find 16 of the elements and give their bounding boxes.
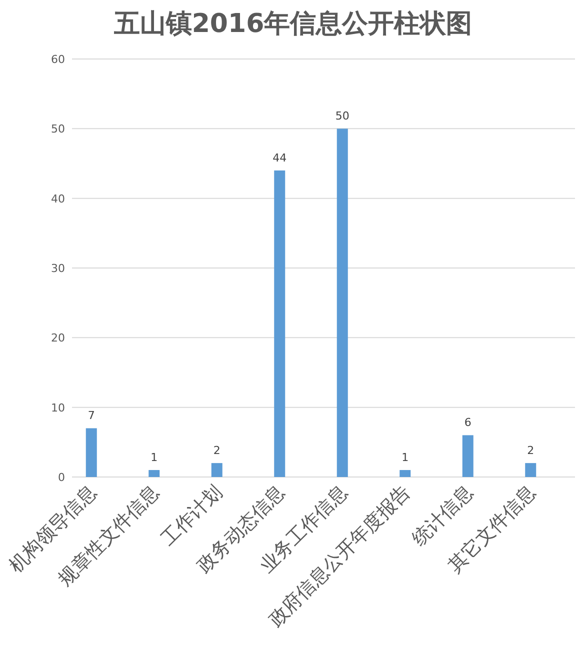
y-tick-label: 30 xyxy=(51,262,65,275)
data-label: 6 xyxy=(464,416,472,430)
y-tick-label: 10 xyxy=(51,401,65,414)
data-label: 2 xyxy=(213,444,220,458)
data-label: 7 xyxy=(88,409,95,422)
y-tick-label: 60 xyxy=(51,53,65,66)
data-label: 1 xyxy=(150,451,158,464)
data-label: 50 xyxy=(335,110,350,123)
y-tick-label: 50 xyxy=(51,122,65,136)
y-tick-label: 40 xyxy=(51,192,65,206)
data-label: 1 xyxy=(402,451,409,464)
data-label: 44 xyxy=(272,151,287,164)
title: 五山镇2016年信息公开柱状图 xyxy=(114,9,472,39)
y-tick-label: 20 xyxy=(51,332,65,345)
data-label: 2 xyxy=(527,444,534,458)
y-tick-label: 0 xyxy=(58,471,65,484)
